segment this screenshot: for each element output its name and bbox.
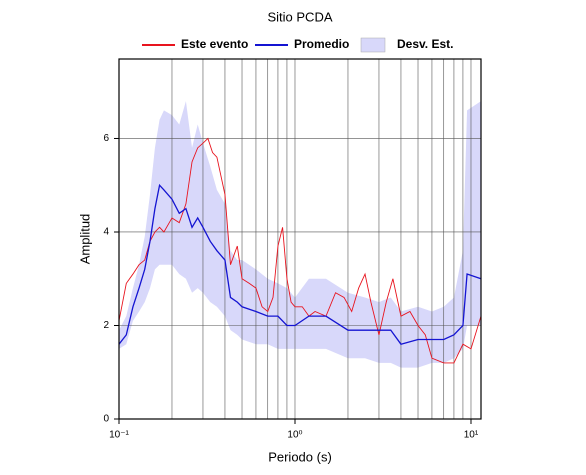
y-tick-label: 2 [103,320,109,331]
y-tick-label: 0 [103,414,109,425]
y-tick-label: 4 [103,227,109,238]
std-band [119,101,481,368]
y-axis-label: Amplitud [77,214,92,265]
y-tick-label: 6 [103,133,109,144]
plot-frame [118,58,482,420]
legend-label: Desv. Est. [397,37,453,51]
legend-label: Promedio [294,37,349,51]
x-tick-label: 10⁰ [287,430,302,441]
legend-label: Este evento [181,37,248,51]
chart-title: Sitio PCDA [267,9,332,24]
legend-swatch [360,37,386,53]
x-tick-label: 10¹ [464,430,479,441]
series-line [118,137,482,364]
series-line [118,183,482,345]
x-axis-label: Periodo (s) [268,449,332,464]
x-tick-label: 10⁻¹ [109,430,129,441]
